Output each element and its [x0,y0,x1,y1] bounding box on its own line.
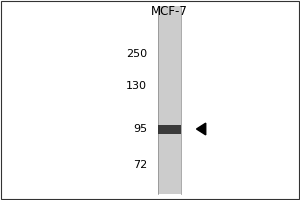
Bar [158,6,181,194]
Text: 250: 250 [126,49,147,59]
Text: MCF-7: MCF-7 [151,5,188,18]
Text: 72: 72 [133,160,147,170]
Bar [158,124,181,134]
Polygon shape [196,123,206,135]
Text: 130: 130 [126,81,147,91]
Text: 95: 95 [133,124,147,134]
